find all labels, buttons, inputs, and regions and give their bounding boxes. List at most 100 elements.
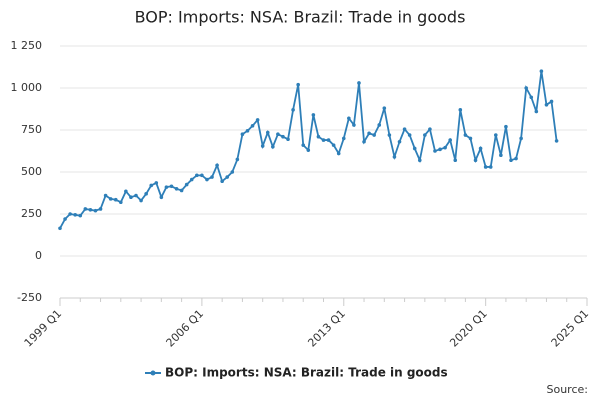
data-point xyxy=(499,153,503,157)
data-point xyxy=(362,139,366,144)
data-point xyxy=(443,145,447,150)
y-tick-label: 1 250 xyxy=(11,39,43,52)
y-tick-label: 500 xyxy=(21,165,42,178)
data-point xyxy=(260,144,265,148)
x-tick-label: 2025 Q1 xyxy=(549,307,592,350)
data-point xyxy=(483,165,488,169)
data-point xyxy=(448,138,452,142)
data-point xyxy=(504,124,508,129)
data-point xyxy=(225,175,230,179)
data-point xyxy=(276,132,280,136)
data-point xyxy=(392,155,397,159)
data-point xyxy=(377,123,382,127)
data-point xyxy=(124,189,128,194)
x-tick-label: 2013 Q1 xyxy=(305,307,348,350)
data-point xyxy=(149,183,154,188)
data-point xyxy=(154,181,159,185)
data-point xyxy=(423,133,427,137)
data-point xyxy=(83,207,88,211)
data-point xyxy=(311,113,316,117)
data-point xyxy=(463,133,468,137)
data-point xyxy=(189,177,194,182)
data-point xyxy=(488,165,493,169)
data-point xyxy=(341,136,346,141)
x-tick-label: 2006 Q1 xyxy=(164,307,207,350)
legend-marker xyxy=(150,370,156,376)
data-point xyxy=(554,139,559,143)
data-point xyxy=(291,108,295,112)
data-point xyxy=(428,127,432,131)
data-point xyxy=(529,95,534,100)
data-point xyxy=(164,185,169,189)
data-point xyxy=(549,99,554,104)
data-point xyxy=(88,208,93,212)
data-point xyxy=(493,133,498,137)
data-point xyxy=(519,136,523,141)
data-point xyxy=(301,143,306,147)
data-point xyxy=(316,134,321,139)
chart-title: BOP: Imports: NSA: Brazil: Trade in good… xyxy=(135,8,466,27)
data-point xyxy=(200,173,204,178)
data-point xyxy=(514,156,518,161)
data-point xyxy=(397,139,402,144)
y-tick-label: -250 xyxy=(17,291,42,304)
data-point xyxy=(321,138,326,142)
data-point xyxy=(473,158,478,163)
data-point xyxy=(468,136,473,141)
x-tick-label: 2020 Q1 xyxy=(447,307,490,350)
data-point xyxy=(281,134,285,139)
data-point xyxy=(271,145,275,149)
data-point xyxy=(195,173,199,178)
data-point xyxy=(250,124,255,128)
data-point xyxy=(478,146,483,151)
data-point xyxy=(220,179,224,184)
data-point xyxy=(134,193,138,198)
data-point xyxy=(387,133,392,137)
y-tick-label: 1 000 xyxy=(11,81,43,94)
data-point xyxy=(509,158,513,163)
data-point xyxy=(255,118,260,122)
data-point xyxy=(108,197,113,201)
data-point xyxy=(438,147,442,152)
data-point xyxy=(184,182,189,187)
data-point xyxy=(286,137,290,142)
data-point xyxy=(119,200,123,205)
data-point xyxy=(144,192,148,196)
data-point xyxy=(296,82,300,87)
data-point xyxy=(544,103,549,107)
y-tick-label: 750 xyxy=(21,123,42,136)
data-point xyxy=(240,132,245,136)
legend-label: BOP: Imports: NSA: Brazil: Trade in good… xyxy=(165,366,448,380)
data-point xyxy=(306,148,311,152)
data-point xyxy=(129,195,133,199)
data-point xyxy=(382,106,387,110)
source: Source: xyxy=(547,383,589,396)
data-point xyxy=(113,197,118,202)
data-point xyxy=(352,123,356,127)
data-point xyxy=(453,158,458,163)
data-point xyxy=(534,109,539,114)
data-point xyxy=(63,217,67,221)
data-point xyxy=(524,86,528,90)
data-point xyxy=(169,184,174,189)
data-point xyxy=(58,226,62,231)
data-point xyxy=(93,208,98,213)
data-point xyxy=(174,187,179,191)
data-point xyxy=(98,207,103,211)
data-point xyxy=(402,127,407,131)
data-point xyxy=(417,158,422,163)
data-point xyxy=(103,193,108,198)
y-tick-label: 250 xyxy=(21,207,42,220)
data-point xyxy=(210,175,214,179)
x-tick-label: 1999 Q1 xyxy=(22,307,65,350)
data-point xyxy=(433,149,437,153)
data-point xyxy=(245,129,250,133)
data-point xyxy=(357,81,361,85)
data-point xyxy=(265,130,270,135)
data-point xyxy=(367,131,371,136)
data-point xyxy=(205,177,209,182)
data-point xyxy=(326,138,331,142)
data-point xyxy=(230,170,235,174)
data-point xyxy=(372,133,376,137)
